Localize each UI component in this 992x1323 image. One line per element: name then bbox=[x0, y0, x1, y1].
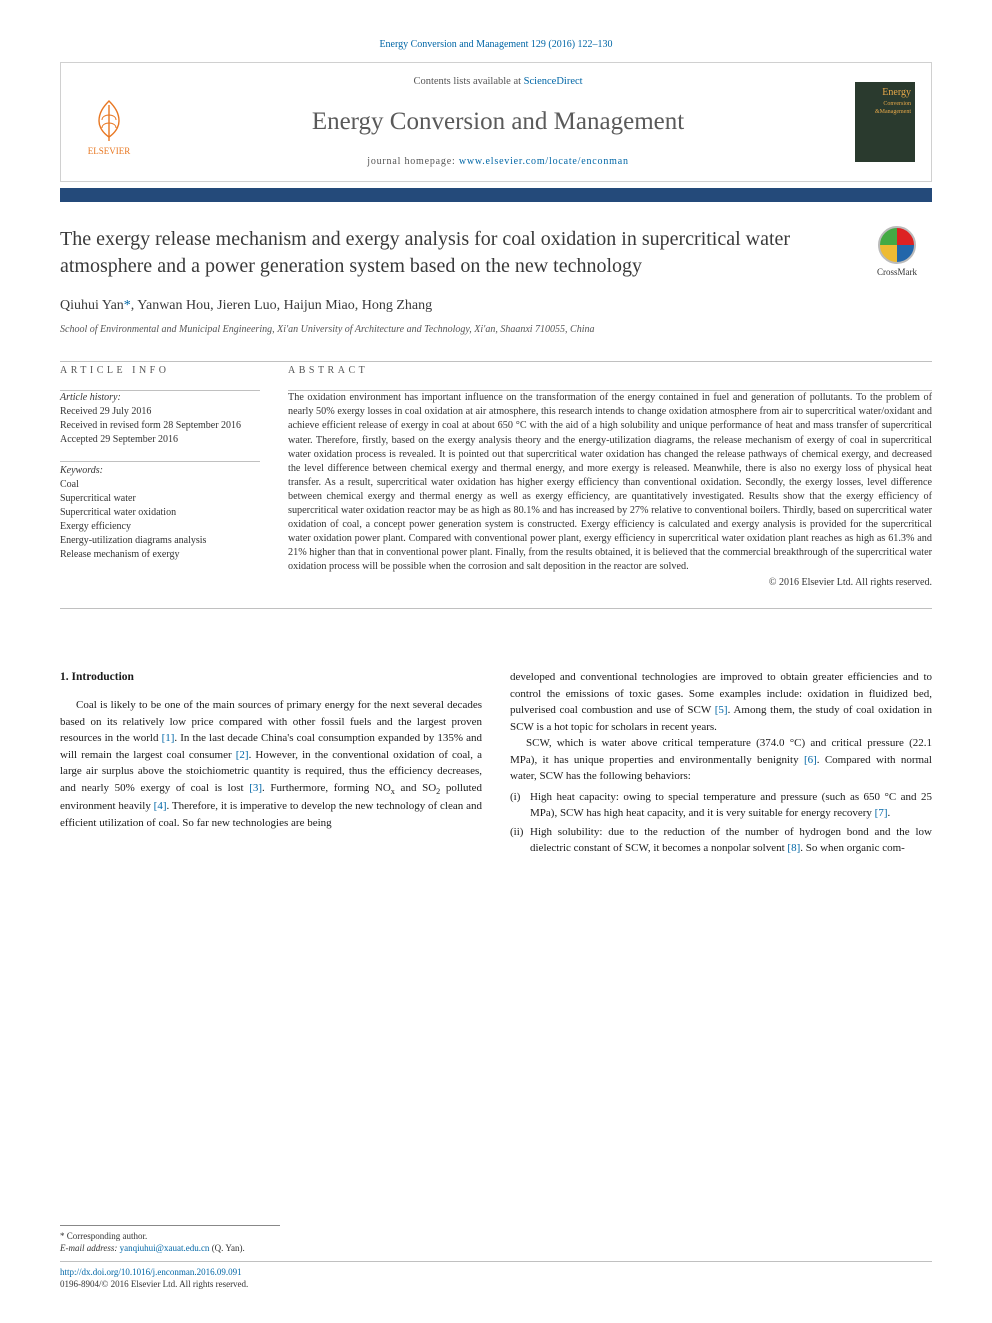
crossmark-badge[interactable]: CrossMark bbox=[862, 226, 932, 279]
homepage-line: journal homepage: www.elsevier.com/locat… bbox=[141, 155, 855, 169]
color-bar bbox=[60, 188, 932, 202]
cover-title: Energy bbox=[859, 86, 911, 100]
crossmark-icon bbox=[878, 226, 916, 264]
intro-para-1: Coal is likely to be one of the main sou… bbox=[60, 697, 482, 831]
scw-behavior-list: (i) High heat capacity: owing to special … bbox=[510, 789, 932, 857]
elsevier-logo: ELSEVIER bbox=[77, 86, 141, 158]
abstract-text: The oxidation environment has important … bbox=[288, 391, 932, 574]
history-received: Received 29 July 2016 bbox=[60, 405, 260, 419]
history-label: Article history: bbox=[60, 391, 260, 405]
intro-para-cont: developed and conventional technologies … bbox=[510, 669, 932, 735]
history-revised: Received in revised form 28 September 20… bbox=[60, 419, 260, 433]
info-heading: ARTICLE INFO bbox=[60, 364, 260, 378]
corresponding-author-footnote: * Corresponding author. E-mail address: … bbox=[60, 1225, 280, 1255]
authors-line: Qiuhui Yan*, Yanwan Hou, Jieren Luo, Hai… bbox=[60, 296, 932, 316]
keyword-item: Exergy efficiency bbox=[60, 520, 260, 534]
body-col-left: 1. Introduction Coal is likely to be one… bbox=[60, 669, 482, 859]
info-divider-2 bbox=[60, 461, 260, 462]
elsevier-label: ELSEVIER bbox=[88, 145, 131, 158]
keyword-item: Coal bbox=[60, 478, 260, 492]
keyword-item: Energy-utilization diagrams analysis bbox=[60, 534, 260, 548]
sciencedirect-link[interactable]: ScienceDirect bbox=[524, 76, 583, 87]
footer-block: * Corresponding author. E-mail address: … bbox=[60, 1225, 932, 1291]
keyword-item: Release mechanism of exergy bbox=[60, 548, 260, 562]
keyword-item: Supercritical water oxidation bbox=[60, 506, 260, 520]
journal-cover: Energy Conversion &Management bbox=[855, 82, 915, 162]
homepage-link[interactable]: www.elsevier.com/locate/enconman bbox=[459, 156, 629, 167]
crossmark-label: CrossMark bbox=[877, 266, 917, 279]
contents-line: Contents lists available at ScienceDirec… bbox=[141, 75, 855, 90]
list-text: High solubility: due to the reduction of… bbox=[530, 826, 932, 855]
abstract-heading: ABSTRACT bbox=[288, 364, 932, 378]
section-1-heading: 1. Introduction bbox=[60, 669, 482, 685]
list-marker: (ii) bbox=[510, 824, 523, 841]
journal-name: Energy Conversion and Management bbox=[141, 104, 855, 139]
page-citation: Energy Conversion and Management 129 (20… bbox=[60, 38, 932, 52]
email-author: (Q. Yan). bbox=[212, 1243, 245, 1253]
history-accepted: Accepted 29 September 2016 bbox=[60, 433, 260, 447]
journal-header-box: ELSEVIER Contents lists available at Sci… bbox=[60, 62, 932, 182]
body-columns: 1. Introduction Coal is likely to be one… bbox=[60, 669, 932, 859]
abstract-copyright: © 2016 Elsevier Ltd. All rights reserved… bbox=[288, 576, 932, 590]
issn-copyright: 0196-8904/© 2016 Elsevier Ltd. All right… bbox=[60, 1278, 932, 1291]
list-marker: (i) bbox=[510, 789, 520, 806]
email-label: E-mail address: bbox=[60, 1243, 117, 1253]
article-info-column: ARTICLE INFO Article history: Received 2… bbox=[60, 362, 260, 590]
corr-label: * Corresponding author. bbox=[60, 1230, 280, 1243]
divider-bottom bbox=[60, 608, 932, 609]
list-item-i: (i)High heat capacity: owing to special … bbox=[530, 789, 932, 822]
keywords-label: Keywords: bbox=[60, 464, 260, 478]
cover-subtitle: Conversion &Management bbox=[859, 100, 911, 117]
body-col-right: developed and conventional technologies … bbox=[510, 669, 932, 859]
article-title: The exergy release mechanism and exergy … bbox=[60, 226, 846, 280]
elsevier-tree-icon bbox=[85, 97, 133, 145]
abstract-column: ABSTRACT The oxidation environment has i… bbox=[288, 362, 932, 590]
list-text: High heat capacity: owing to special tem… bbox=[530, 791, 932, 820]
contents-prefix: Contents lists available at bbox=[413, 76, 523, 87]
doi-link[interactable]: http://dx.doi.org/10.1016/j.enconman.201… bbox=[60, 1267, 242, 1277]
list-item-ii: (ii)High solubility: due to the reductio… bbox=[530, 824, 932, 857]
doi-block: http://dx.doi.org/10.1016/j.enconman.201… bbox=[60, 1261, 932, 1291]
email-link[interactable]: yanqiuhui@xauat.edu.cn bbox=[120, 1243, 210, 1253]
homepage-prefix: journal homepage: bbox=[367, 156, 459, 167]
affiliation: School of Environmental and Municipal En… bbox=[60, 323, 932, 337]
keyword-item: Supercritical water bbox=[60, 492, 260, 506]
scw-para: SCW, which is water above critical tempe… bbox=[510, 735, 932, 785]
header-center: Contents lists available at ScienceDirec… bbox=[141, 75, 855, 169]
